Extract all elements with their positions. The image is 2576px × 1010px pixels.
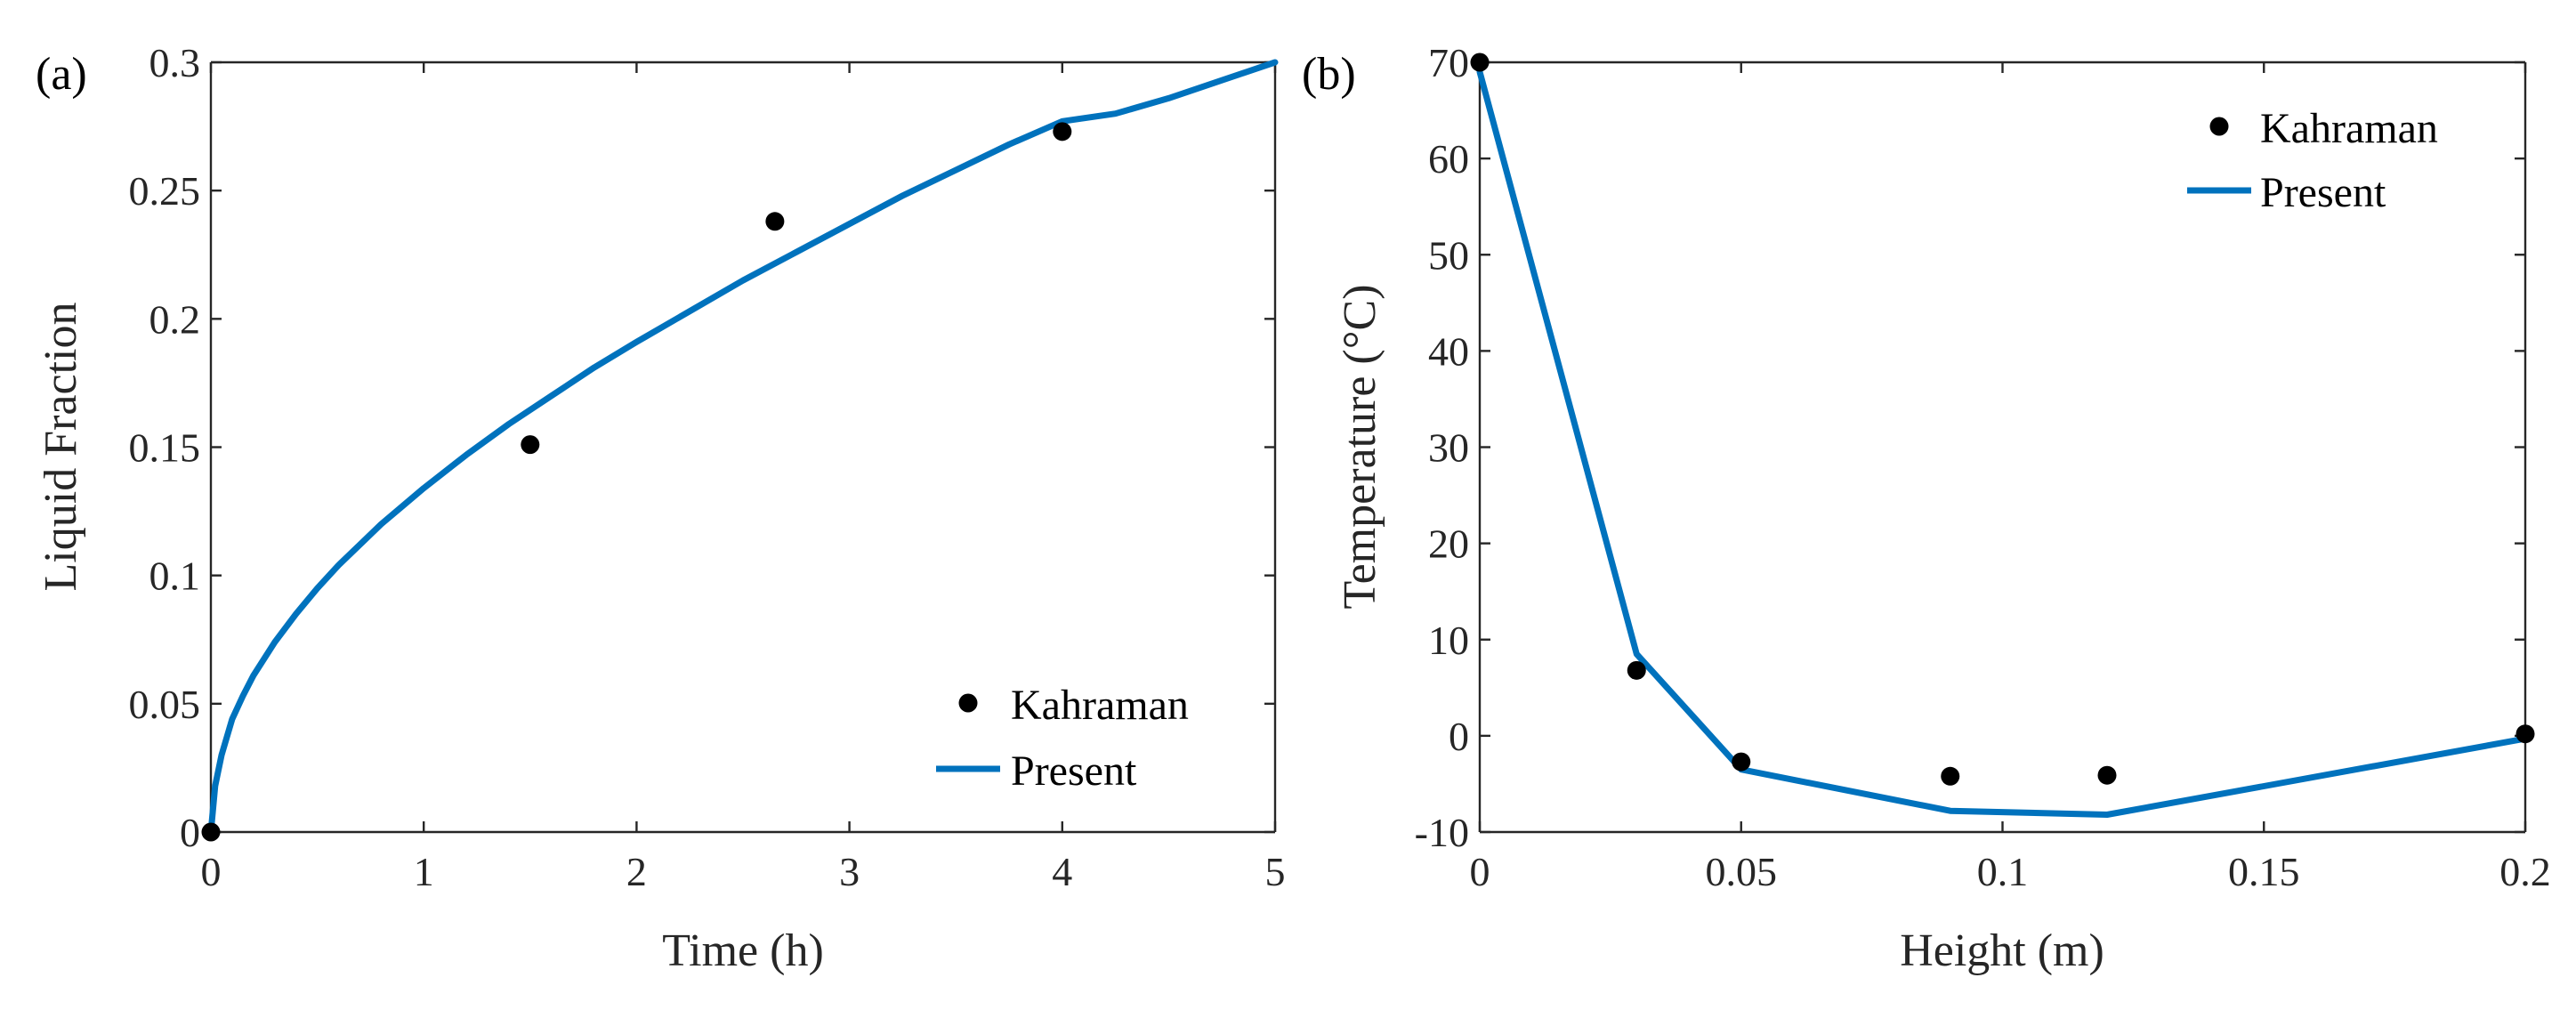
y-tick-label: 70 [1428,40,1469,85]
panel-a-y-ticks: 0 0.05 0.1 0.15 0.2 0.25 0.3 [129,40,1275,855]
x-tick-label: 0 [1470,849,1490,894]
y-tick-label: 0.15 [129,425,201,471]
x-tick-label: 1 [414,849,434,894]
y-tick-label: 50 [1428,232,1469,278]
x-tick-label: 0.15 [2228,849,2300,894]
panel-b-legend-kahraman-marker [2209,117,2229,136]
y-tick-label: -10 [1415,810,1469,855]
x-tick-label: 0.05 [1706,849,1778,894]
panel-b-kahraman-markers [1470,53,2535,786]
panel-b-present-line [1476,69,2529,818]
kahraman-data-point [201,822,221,842]
x-tick-label: 2 [626,849,647,894]
y-tick-label: 60 [1428,136,1469,182]
panel-b-label: (b) [1302,49,1356,100]
panel-a-x-ticks: 0 1 2 3 4 5 [201,62,1286,894]
kahraman-data-point [1732,752,1751,772]
panel-a-y-axis-label: Liquid Fraction [36,303,86,592]
panel-a-legend-kahraman-marker [958,693,978,713]
panel-b-legend: Kahraman Present [2187,105,2438,216]
kahraman-data-point [1941,766,1960,786]
y-tick-label: 0.25 [129,168,201,214]
kahraman-data-point [2097,765,2117,785]
y-tick-label: 40 [1428,328,1469,374]
x-tick-label: 0 [201,849,222,894]
y-tick-label: 30 [1428,425,1469,471]
panel-a-present-line [207,59,1279,836]
panel-a-legend: Kahraman Present [936,682,1189,795]
panel-b-x-axis-label: Height (m) [1900,925,2104,976]
y-tick-label: 20 [1428,521,1469,567]
panel-b-legend-kahraman-label: Kahraman [2260,105,2438,152]
panel-b-y-axis-label: Temperature (°C) [1335,284,1385,609]
y-tick-label: 0.2 [149,296,201,342]
y-tick-label: 10 [1428,618,1469,663]
kahraman-data-point [765,212,785,231]
y-tick-label: 0.05 [129,682,201,727]
x-tick-label: 4 [1052,849,1072,894]
kahraman-data-point [521,435,540,455]
kahraman-data-point [1053,122,1072,141]
y-tick-label: 0.3 [149,40,201,85]
panel-a-label: (a) [36,49,87,100]
panel-a-liquid-fraction-chart: (a) 0 1 2 3 4 5 0 0.05 0.1 0.15 0.2 0.25 0.3 Time (… [36,40,1286,976]
y-tick-label: 0 [1449,714,1469,759]
panel-a-kahraman-markers [201,122,1072,842]
x-tick-label: 5 [1265,849,1286,894]
panel-b-x-ticks: 0 0.05 0.1 0.15 0.2 [1470,62,2551,894]
panel-a-legend-present-label: Present [1011,747,1137,795]
kahraman-data-point [1627,660,1646,680]
y-tick-label: 0.1 [149,553,201,599]
x-tick-label: 0.2 [2499,849,2551,894]
panel-b-legend-present-label: Present [2260,169,2386,216]
panel-b-y-ticks: -10 0 10 20 30 40 50 60 70 [1415,40,2525,855]
panel-a-x-axis-label: Time (h) [662,925,824,976]
y-tick-label: 0 [180,810,200,855]
x-tick-label: 0.1 [1977,849,2029,894]
x-tick-label: 3 [839,849,860,894]
kahraman-data-point [2515,724,2535,744]
panel-a-legend-kahraman-label: Kahraman [1011,682,1189,729]
kahraman-data-point [1470,53,1490,72]
